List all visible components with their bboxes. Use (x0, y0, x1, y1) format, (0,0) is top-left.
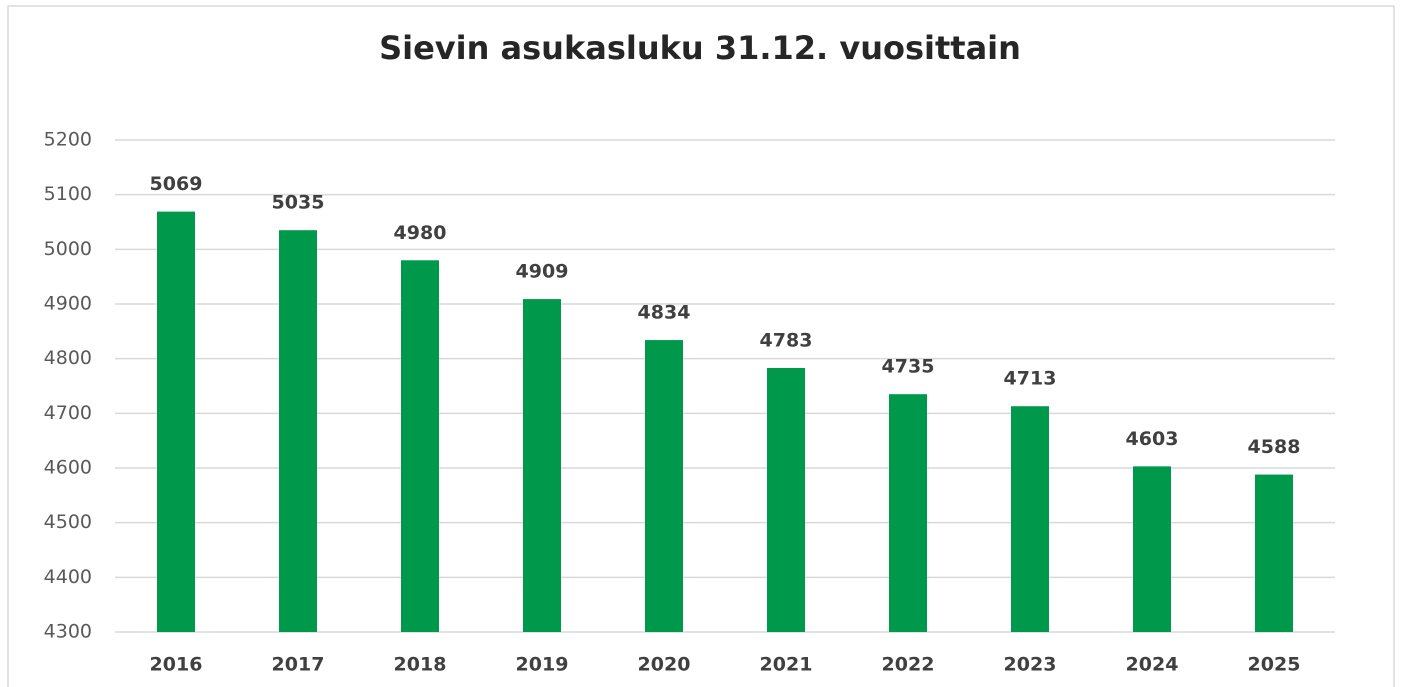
y-tick-label: 4700 (44, 402, 92, 424)
y-tick-label: 4800 (44, 347, 92, 369)
x-tick-label: 2019 (516, 654, 569, 676)
x-tick-label: 2018 (394, 654, 447, 676)
x-tick-label: 2021 (760, 654, 813, 676)
y-tick-label: 4600 (44, 457, 92, 479)
y-tick-label: 4400 (44, 566, 92, 588)
y-tick-label: 5000 (44, 238, 92, 260)
y-tick-label: 5100 (44, 183, 92, 205)
y-tick-label: 4900 (44, 293, 92, 315)
data-label: 4713 (1004, 368, 1057, 390)
bar (523, 299, 561, 632)
y-tick-label: 4300 (44, 621, 92, 643)
bar (279, 230, 317, 632)
x-tick-label: 2016 (150, 654, 203, 676)
bar (1011, 406, 1049, 632)
x-tick-label: 2025 (1248, 654, 1301, 676)
data-label: 4980 (394, 222, 447, 244)
x-tick-label: 2024 (1126, 654, 1179, 676)
chart-frame (7, 5, 1395, 687)
data-label: 4588 (1248, 436, 1301, 458)
data-label: 4603 (1126, 428, 1179, 450)
bar (645, 340, 683, 632)
bar (889, 394, 927, 632)
x-tick-label: 2023 (1004, 654, 1057, 676)
bar (1133, 466, 1171, 632)
y-tick-label: 5200 (44, 129, 92, 151)
data-label: 4735 (882, 356, 935, 378)
bar (401, 260, 439, 632)
data-label: 5069 (150, 173, 203, 195)
bar (767, 367, 805, 632)
x-tick-label: 2022 (882, 654, 935, 676)
data-label: 5035 (272, 192, 325, 214)
x-tick-label: 2017 (272, 654, 325, 676)
data-label: 4834 (638, 302, 691, 324)
data-label: 4783 (760, 329, 813, 351)
chart-title: Sievin asukasluku 31.12. vuosittain (379, 29, 1021, 67)
data-label: 4909 (516, 261, 569, 283)
bar (1255, 474, 1293, 632)
x-tick-label: 2020 (638, 654, 691, 676)
bar (157, 211, 195, 632)
y-tick-label: 4500 (44, 511, 92, 533)
